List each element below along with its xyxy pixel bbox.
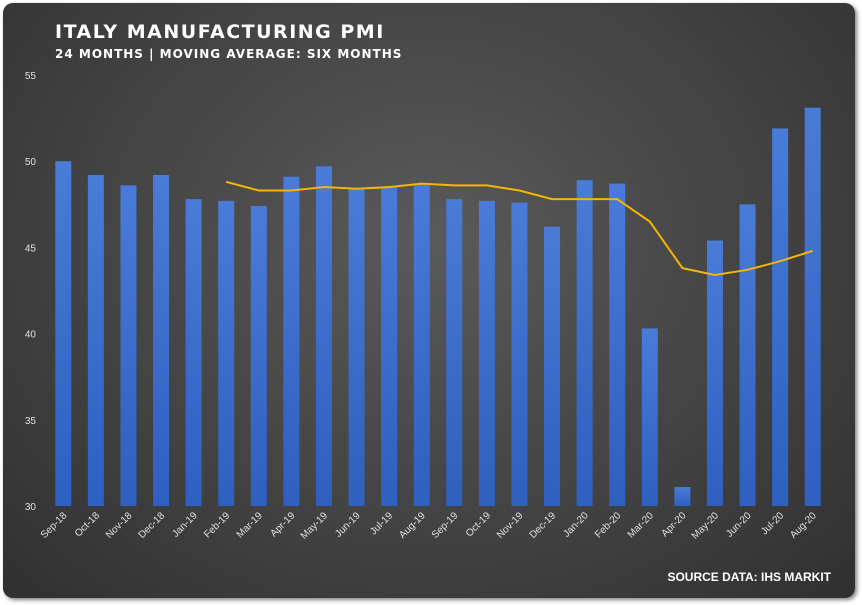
bar xyxy=(674,487,691,506)
bar xyxy=(478,200,495,507)
x-tick-label: Mar-19 xyxy=(235,510,265,540)
y-axis: 30 35 40 45 50 55 xyxy=(25,71,37,513)
x-axis: Sep-18 Oct-18 Nov-18 Dec-18 Jan-19 Feb-19 Mar-… xyxy=(39,510,819,542)
x-tick-label: Aug-20 xyxy=(788,510,819,541)
x-tick-label: Jun-20 xyxy=(724,510,754,540)
bar xyxy=(283,176,300,506)
bar xyxy=(120,185,137,506)
x-tick-label: Mar-20 xyxy=(626,510,656,540)
bar-series xyxy=(55,107,821,507)
bar xyxy=(185,199,202,507)
moving-average-line xyxy=(225,180,814,276)
x-tick-label: Nov-18 xyxy=(104,510,135,541)
bar xyxy=(576,180,593,506)
x-tick-label: Apr-20 xyxy=(659,510,688,539)
y-tick-label: 45 xyxy=(25,243,37,254)
bar xyxy=(250,206,267,507)
y-tick-label: 35 xyxy=(25,416,37,427)
bar xyxy=(55,161,72,506)
x-tick-label: Oct-19 xyxy=(464,510,493,539)
bar xyxy=(446,199,463,507)
chart-subtitle: 24 MONTHS | MOVING AVERAGE: SIX MONTHS xyxy=(55,47,403,61)
bar xyxy=(804,107,821,507)
x-tick-label: Sep-19 xyxy=(430,510,461,541)
x-tick-label: Jun-19 xyxy=(333,510,363,540)
bar xyxy=(772,128,789,506)
x-tick-label: May-20 xyxy=(690,510,722,542)
y-tick-label: 50 xyxy=(25,157,37,168)
bar xyxy=(381,187,398,506)
bar xyxy=(413,183,430,506)
x-tick-label: Oct-18 xyxy=(73,510,102,539)
y-tick-label: 40 xyxy=(25,330,37,341)
x-tick-label: Jan-19 xyxy=(170,510,200,540)
x-tick-label: May-19 xyxy=(299,510,331,542)
bar xyxy=(87,174,104,506)
bar xyxy=(544,226,561,506)
x-tick-label: Dec-18 xyxy=(137,510,168,541)
x-tick-label: Dec-19 xyxy=(528,510,559,541)
x-tick-label: Sep-18 xyxy=(39,510,70,541)
x-tick-label: Jul-20 xyxy=(759,510,786,537)
x-tick-label: Jan-20 xyxy=(561,510,591,540)
x-tick-label: Aug-19 xyxy=(397,510,428,541)
y-tick-label: 55 xyxy=(25,71,37,82)
chart-title: ITALY MANUFACTURING PMI xyxy=(55,21,385,43)
bar xyxy=(348,188,365,506)
source-note: SOURCE DATA: IHS MARKIT xyxy=(667,570,831,584)
bar xyxy=(739,204,756,507)
bar xyxy=(706,240,723,506)
x-tick-label: Apr-19 xyxy=(268,510,297,539)
bar xyxy=(315,166,332,506)
bar xyxy=(609,183,626,506)
bar xyxy=(511,202,528,507)
bar xyxy=(153,174,170,506)
x-tick-label: Feb-20 xyxy=(593,510,623,540)
x-tick-label: Feb-19 xyxy=(202,510,232,540)
x-tick-label: Nov-19 xyxy=(495,510,526,541)
bar xyxy=(218,200,235,507)
y-tick-label: 30 xyxy=(25,502,37,513)
x-tick-label: Jul-19 xyxy=(368,510,395,537)
bar xyxy=(641,328,658,506)
moving-average-series xyxy=(225,180,814,276)
